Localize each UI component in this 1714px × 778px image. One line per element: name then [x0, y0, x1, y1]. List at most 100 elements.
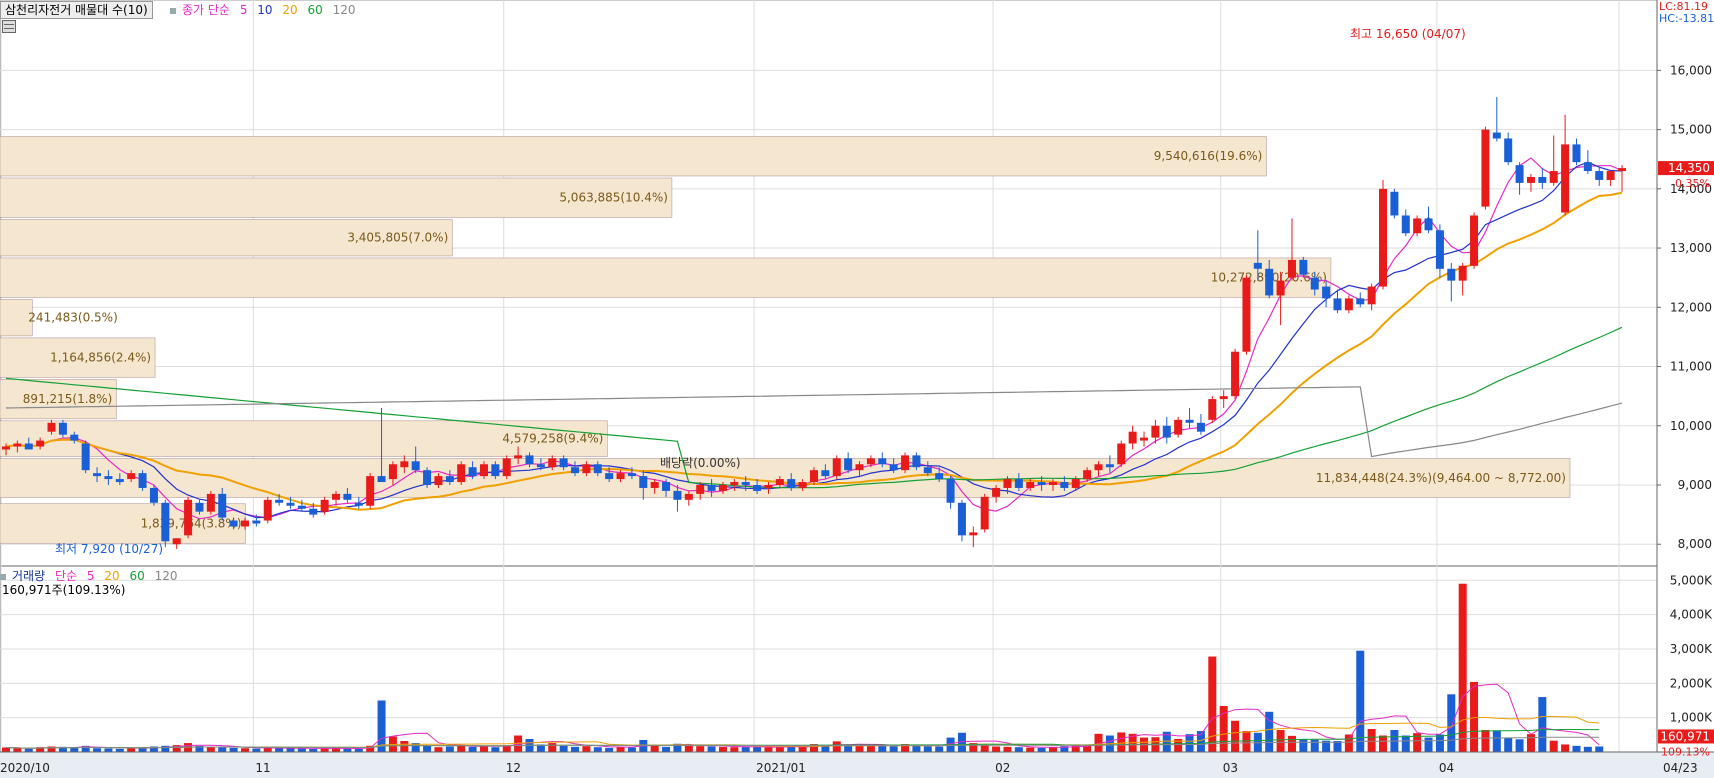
candle-body [571, 467, 580, 474]
current-volume-tag [1658, 729, 1714, 744]
volume-bar [104, 748, 113, 752]
candle-body [1504, 138, 1513, 163]
volume-bar [172, 745, 181, 752]
volume-bar [502, 745, 511, 752]
candle-body [320, 499, 329, 512]
volume-tick-label: 1,000K [1670, 711, 1713, 725]
candle-body [866, 458, 875, 465]
candle-body [263, 499, 272, 521]
volume-bar [1424, 737, 1433, 752]
volume-bar [1174, 738, 1183, 752]
candle-body [627, 473, 636, 477]
candle-body [377, 476, 386, 483]
candles [2, 97, 1626, 549]
volume-bar [343, 748, 352, 752]
candle-body [650, 482, 659, 488]
candle-body [1572, 144, 1581, 163]
volume-profile-band [0, 177, 673, 218]
candle-body [411, 461, 420, 471]
volume-bar [1003, 746, 1012, 752]
volume-bar [24, 748, 33, 752]
candle-body [821, 470, 830, 477]
volume-bar [1287, 735, 1296, 752]
chart-title[interactable]: 삼천리자전거 매물대 수(10) [0, 1, 153, 19]
price-tick-label: 14,000 [1670, 182, 1712, 196]
high-annotation: 최고 16,650 (04/07) [1350, 27, 1466, 41]
candle-body [502, 458, 511, 477]
volume-bar [1481, 730, 1490, 752]
candle-body [81, 443, 90, 471]
volume-bar [1561, 744, 1570, 752]
candle-body [457, 464, 466, 483]
vol-ma-60: 60 [129, 569, 145, 583]
candle-body [1287, 259, 1296, 278]
dividend-annotation: 배당락(0.00%) [660, 456, 741, 470]
volume-bar [1196, 731, 1205, 752]
volume-bar [616, 746, 625, 752]
candle-body [1435, 230, 1444, 269]
volume-bar [673, 743, 682, 752]
candle-body [1379, 188, 1388, 287]
candle-body [1344, 298, 1353, 311]
candle-body [332, 493, 341, 500]
volume-bar [1026, 747, 1035, 752]
price-axis-panel [1657, 0, 1714, 778]
candle-body [969, 532, 978, 536]
volume-bar [491, 747, 500, 752]
volume-bar [1356, 650, 1365, 752]
time-tick-label: 2020/10 [0, 761, 50, 775]
volume-bar [1231, 720, 1240, 752]
volume-profile-band [0, 136, 1267, 177]
candle-body [593, 464, 602, 474]
volume-bar [240, 748, 249, 752]
volume-bar [741, 746, 750, 752]
candle-body [718, 484, 727, 491]
candle-body [1185, 419, 1194, 423]
price-ma-legend: 종가 단순 5 10 20 60 120 [170, 1, 362, 18]
volume-bar [309, 748, 318, 752]
candle-body [923, 467, 932, 474]
candle-body [58, 422, 67, 435]
time-tick-label: 12 [506, 761, 521, 775]
vol-ma-5: 5 [86, 569, 95, 583]
plot-frame [0, 0, 1658, 753]
ma-label: 종가 단순 [182, 3, 230, 17]
candle-body [1060, 482, 1069, 488]
volume-profile-label: 9,540,616(19.6%) [1154, 149, 1263, 163]
candle-body [47, 422, 56, 432]
volume-bar [764, 747, 773, 752]
volume-bar [866, 744, 875, 752]
volume-bar [798, 746, 807, 752]
volume-bar [1333, 741, 1342, 752]
candle-body [423, 470, 432, 485]
candle-body [605, 473, 614, 480]
price-tick-label: 16,000 [1670, 63, 1712, 77]
current-volume-label: 160,971 [1660, 729, 1710, 743]
candle-body [525, 455, 534, 465]
candle-body [1618, 168, 1626, 172]
volume-bar [115, 748, 124, 752]
candle-body [1310, 277, 1319, 290]
candle-body [1526, 176, 1535, 183]
volume-bar [707, 746, 716, 752]
candle-body [775, 479, 784, 485]
volume-bar [434, 747, 443, 752]
volume-bar [1538, 697, 1547, 752]
volume-bar [1470, 681, 1479, 752]
candle-body [240, 520, 249, 527]
candle-body [297, 505, 306, 509]
time-tick-label: 03 [1223, 761, 1238, 775]
volume-profile-label: 11,834,448(24.3%)(9,464.00 ~ 8,772.00) [1316, 471, 1566, 485]
volume-bar [605, 747, 614, 752]
ma-60: 60 [307, 3, 323, 17]
candle-body [1219, 396, 1228, 400]
volume-bar [138, 747, 147, 752]
volume-bar [559, 745, 568, 752]
volume-bar [400, 741, 409, 752]
volume-bar [1435, 734, 1444, 752]
volume-bar [58, 746, 67, 752]
grid-icon[interactable] [2, 20, 16, 33]
candle-body [798, 482, 807, 488]
candle-body [1026, 482, 1035, 488]
current-price-tag [1658, 161, 1714, 176]
